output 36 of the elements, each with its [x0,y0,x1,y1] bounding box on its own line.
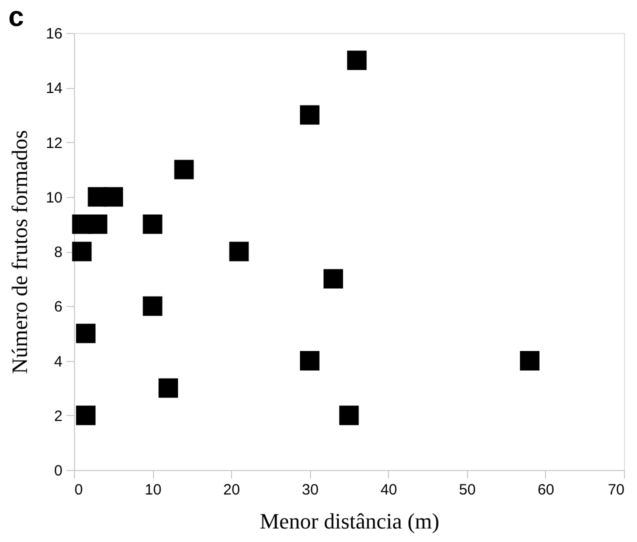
y-tick-label: 2 [54,408,62,425]
y-tick-label: 0 [54,462,62,480]
y-tick-label: 8 [54,244,62,261]
point [76,324,96,344]
x-tick-label: 60 [538,482,554,498]
point [300,351,320,370]
point [72,242,92,262]
x-tick-label: 10 [144,482,162,498]
point [158,378,178,398]
x-axis-title: Menor distância (m) [260,508,440,534]
point [324,269,344,289]
x-tick-label: 20 [223,482,240,498]
point [300,105,320,125]
x-tick-label: 50 [459,482,476,498]
point [142,214,162,234]
chart-title: c [8,1,24,32]
y-axis-title: Número de frutos formados [6,130,32,374]
point [520,351,540,370]
point [142,296,162,316]
y-tick-label: 16 [46,26,62,42]
point [76,406,96,426]
point [229,242,249,262]
y-tick-label: 10 [46,189,62,206]
y-tick-label: 6 [54,298,62,316]
point [339,406,359,426]
x-tick-label: 70 [608,482,624,498]
y-tick-label: 14 [46,80,62,98]
x-tick-label: 0 [74,482,83,498]
y-tick-label: 4 [54,353,62,370]
x-tick-label: 40 [380,482,398,498]
point [347,50,367,70]
point [88,214,108,234]
point [104,187,124,207]
point [174,160,194,180]
y-tick-label: 12 [46,134,62,152]
x-tick-label: 30 [302,482,319,498]
